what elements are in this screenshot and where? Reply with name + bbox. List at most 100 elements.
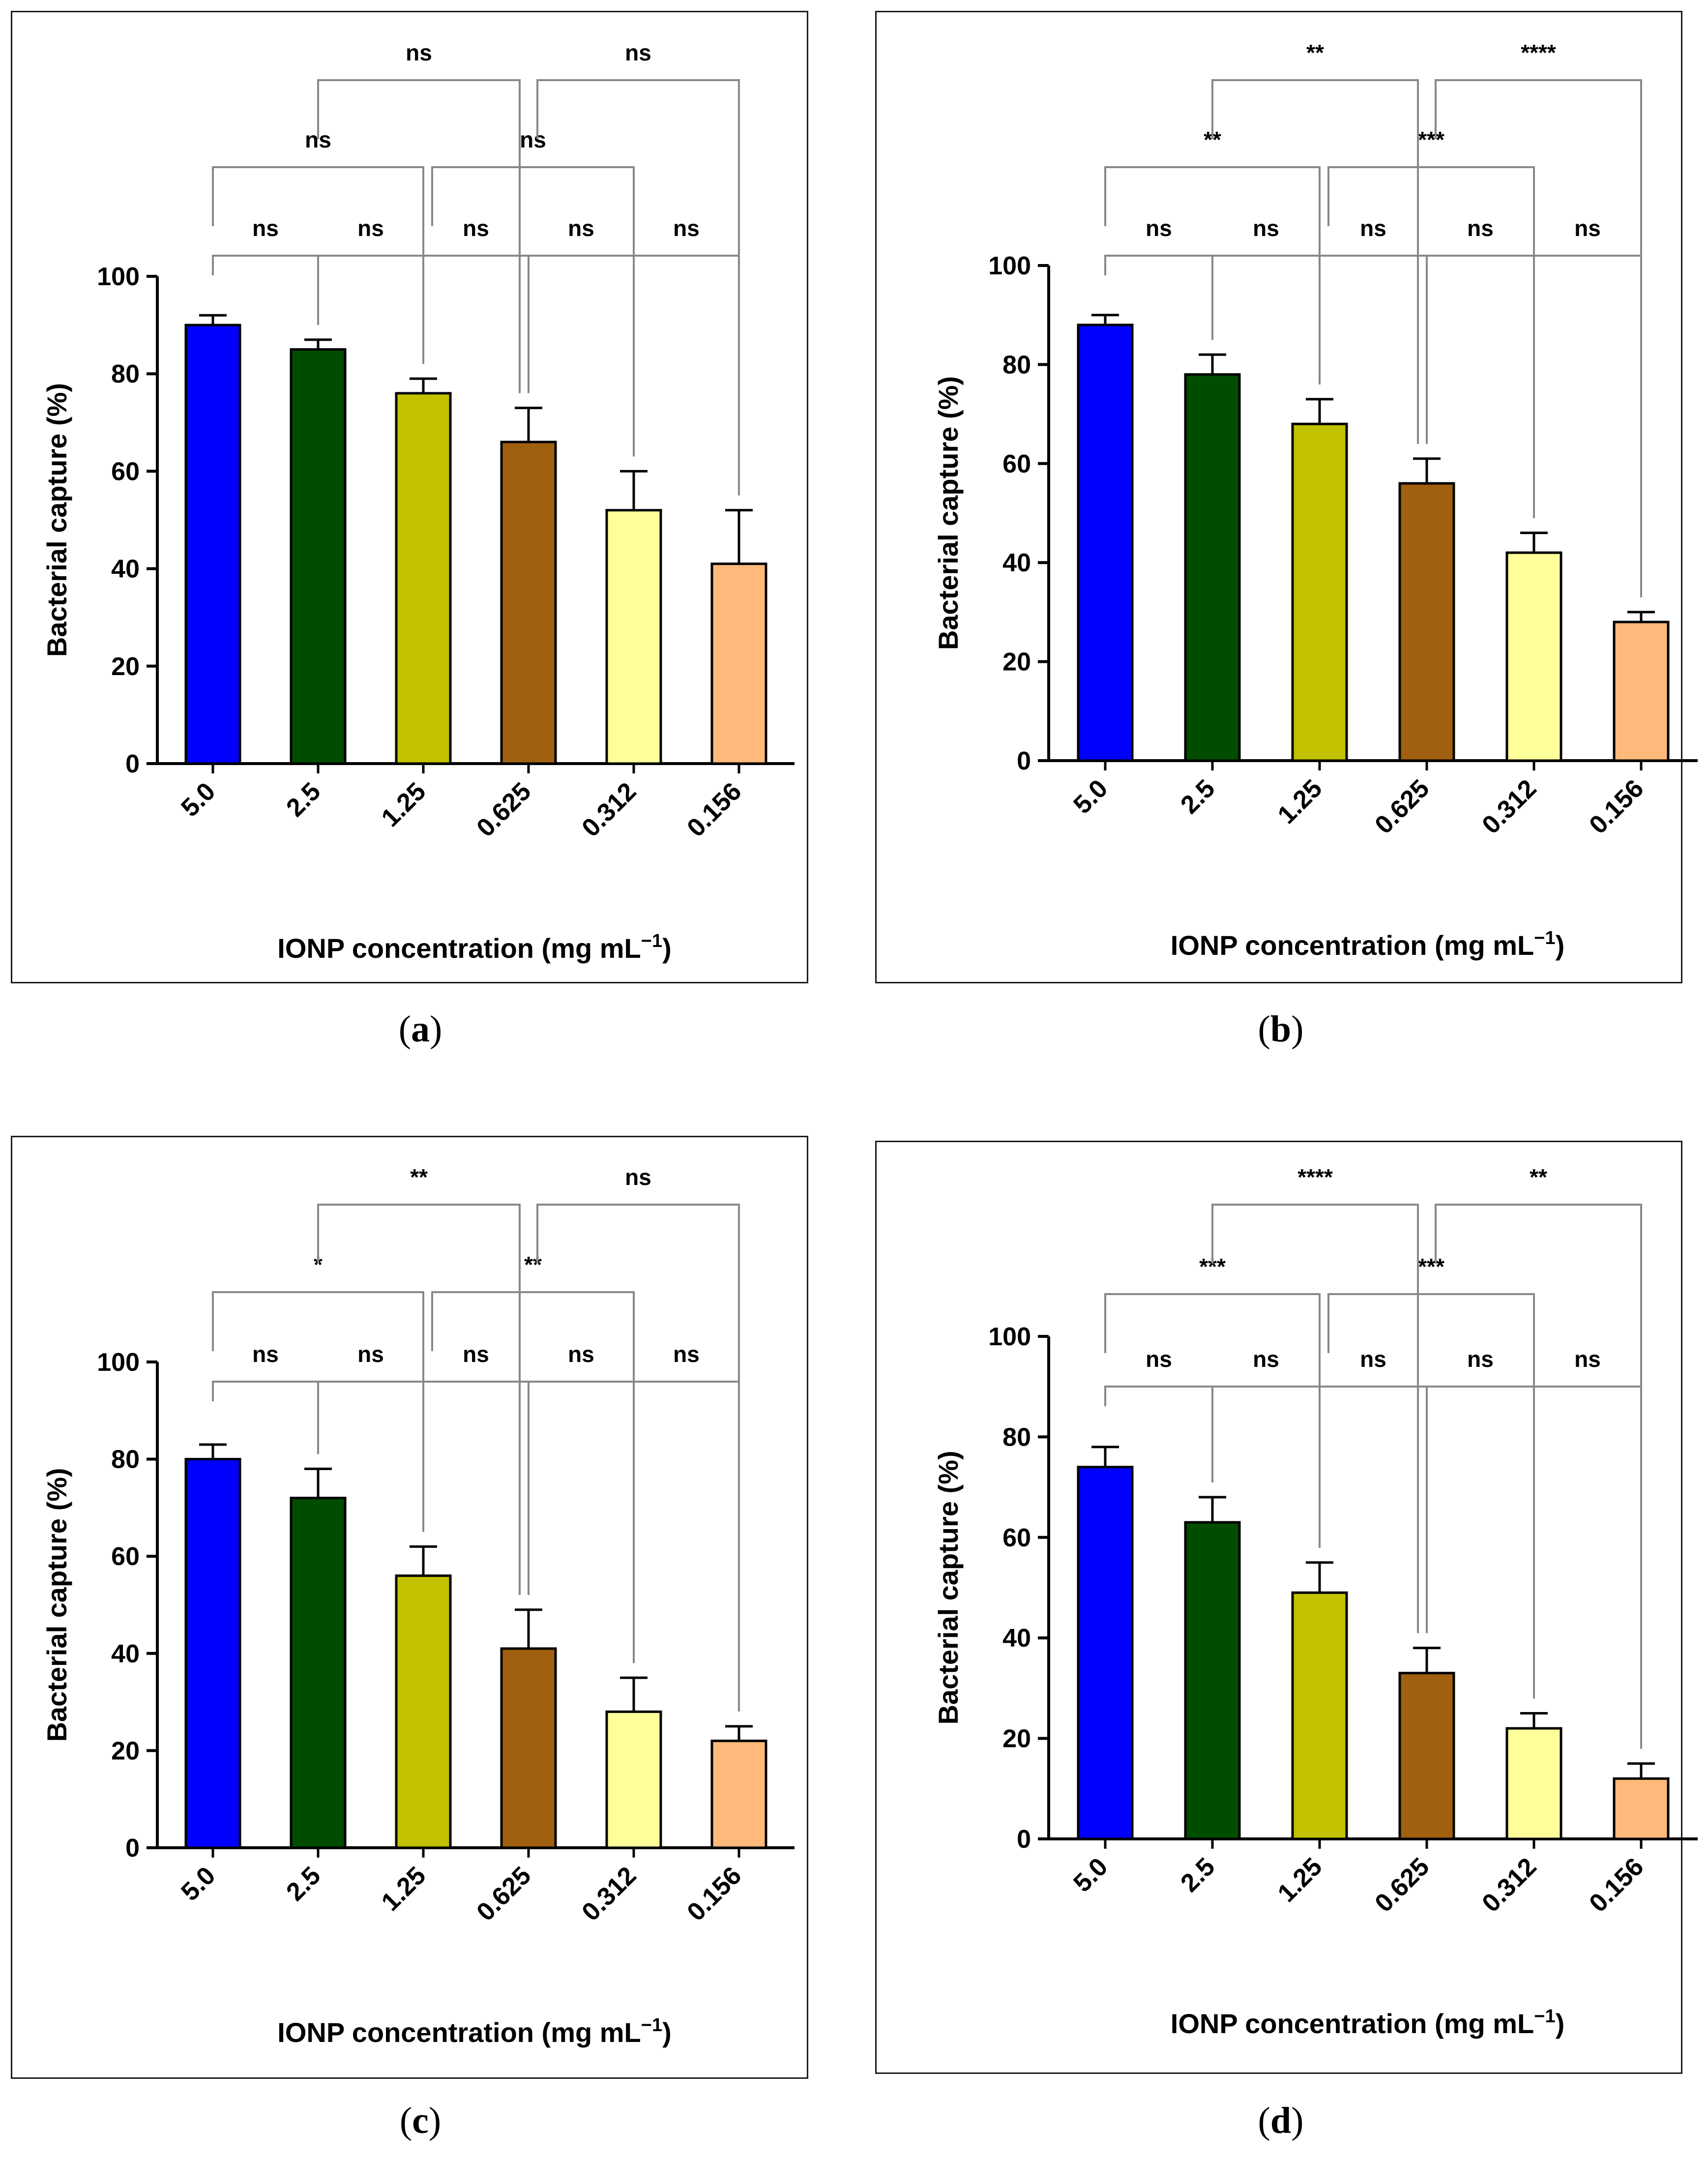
x-tick-label: 2.5 [1175,1852,1220,1897]
panel-a-caption: (a) [398,1008,442,1050]
bar-2.5 [290,348,347,765]
chart-panel-d: 0 20 40 60 80 100 Bacterial capture (%) 5.0 2.5 1… [933,1164,1698,2039]
x-tick-label: 0.625 [1369,774,1435,839]
significance-bracket [1327,166,1535,518]
significance-label: ns [568,1341,594,1367]
bar-5.0 [1077,1466,1134,1840]
significance-bracket [317,1204,521,1595]
bar-0.156 [1613,1777,1670,1840]
y-tick-label: 0 [125,750,140,778]
y-tick-label: 40 [1002,1624,1031,1653]
significance-bracket [1211,255,1321,384]
significance-label: ns [1467,215,1494,241]
bar-0.625 [500,441,557,765]
bar-1.25 [1291,422,1348,762]
significance-bracket [528,1381,635,1663]
significance-bracket [422,1381,530,1595]
significance-label: **** [1297,1164,1333,1190]
y-tick-label: 40 [111,1640,140,1668]
significance-label: ns [673,215,700,241]
bar-0.312 [605,509,662,765]
significance-label: ns [1360,215,1386,241]
x-tick-label: 2.5 [281,1861,326,1906]
significance-bracket [1426,1386,1535,1699]
x-tick-label: 0.312 [1476,774,1542,839]
y-tick-label: 20 [111,652,140,681]
bar-5.0 [184,324,241,765]
significance-label: ** [524,1252,542,1277]
bar-5.0 [184,1458,241,1849]
significance-label: ns [1574,1346,1601,1372]
x-tick-label: 2.5 [281,777,326,822]
x-tick-label: 1.25 [376,777,432,832]
y-tick-label: 40 [111,555,140,584]
x-tick-label: 5.0 [1068,1852,1113,1897]
y-tick-label: 100 [988,252,1031,280]
significance-bracket [317,255,424,364]
x-tick-label: 2.5 [1175,774,1220,819]
y-tick-label: 0 [125,1834,140,1862]
significance-label: ns [568,215,594,241]
significance-bracket [536,79,740,496]
x-tick-label: 1.25 [376,1861,432,1917]
significance-label: ns [673,1341,700,1367]
significance-label: **** [1521,40,1556,65]
significance-label: ns [1574,215,1601,241]
y-tick-label: 0 [1017,1825,1031,1854]
x-tick-label: 0.312 [576,1861,642,1926]
significance-bracket [1104,1386,1213,1483]
significance-label: ns [252,215,279,241]
significance-label: ns [252,1341,279,1367]
y-tick-label: 20 [1002,1725,1031,1753]
significance-label: ** [1306,40,1324,65]
x-axis-title: IONP concentration (mg mL−1) [277,2015,671,2048]
y-tick-label: 0 [1017,747,1031,775]
significance-bracket [1104,255,1213,340]
y-tick-label: 100 [97,263,140,291]
panel-d-frame [875,1141,1682,2074]
y-tick-label: 60 [1002,450,1031,478]
x-tick-label: 0.625 [471,1861,536,1926]
x-tick-label: 0.156 [1584,1852,1649,1918]
significance-bracket [212,1291,424,1532]
significance-label: ns [406,40,432,65]
x-tick-label: 1.25 [1272,1852,1328,1908]
chart-panel-c: 0 20 40 60 80 100 Bacterial capture (%) 5.0 2.5 1… [41,1164,795,2048]
y-tick-label: 80 [111,1446,140,1474]
significance-bracket [1211,79,1419,444]
bar-1.25 [1291,1591,1348,1840]
panel-c-caption: (c) [399,2100,442,2141]
significance-bracket [1426,255,1535,518]
significance-bracket [431,166,635,457]
significance-label: ** [1530,1164,1547,1190]
bar-0.312 [1505,551,1562,762]
significance-label: ** [410,1164,428,1190]
y-tick-label: 80 [1002,351,1031,379]
bar-2.5 [1184,1521,1241,1840]
significance-label: ns [1467,1346,1494,1372]
significance-label: *** [1418,1254,1444,1279]
significance-label: ns [463,215,489,241]
y-tick-label: 60 [1002,1524,1031,1552]
significance-bracket [317,79,521,393]
significance-label: ns [1146,1346,1172,1372]
significance-label: ns [357,215,384,241]
y-tick-label: 80 [1002,1423,1031,1451]
significance-label: ns [357,1341,384,1367]
significance-bracket [1435,79,1642,597]
significance-label: ns [625,40,651,65]
significance-bracket [1104,1293,1321,1548]
x-axis-title: IONP concentration (mg mL−1) [277,931,671,964]
y-axis-title: Bacterial capture (%) [41,1468,72,1742]
significance-bracket [1319,255,1428,444]
chart-panel-a: 0 20 40 60 80 100 Bacterial capture (%) 5.0 2.5 1… [41,40,795,964]
x-tick-label: 5.0 [176,1861,221,1906]
significance-bracket [1211,1204,1419,1633]
significance-label: ns [1146,215,1172,241]
y-axis-title: Bacterial capture (%) [933,1450,964,1724]
panel-d-caption: (d) [1258,2100,1304,2141]
chart-panel-b: 0 20 40 60 80 100 Bacterial capture (%) 5.0 2.5 1… [933,40,1698,961]
bar-2.5 [290,1497,347,1849]
significance-bracket [1435,1204,1642,1749]
